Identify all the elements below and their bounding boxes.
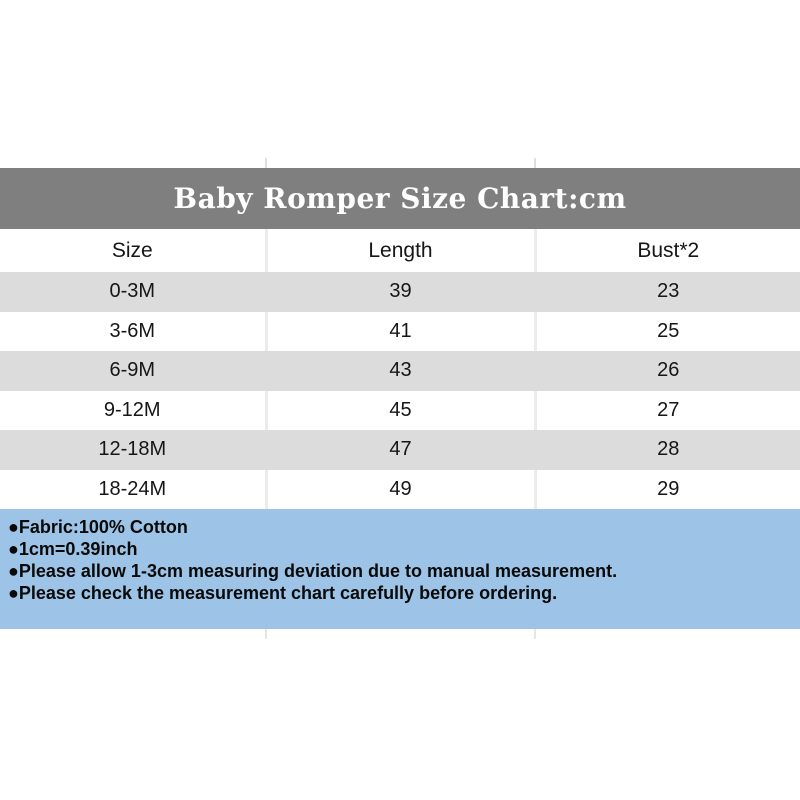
cell-size: 12-18M xyxy=(98,438,167,461)
size-table: Size Length Bust*2 0-3M 39 23 3-6M 41 25… xyxy=(0,229,800,509)
cell-size: 0-3M xyxy=(109,280,156,303)
cell-length: 49 xyxy=(264,469,535,509)
column-border-stub-bottom-left xyxy=(265,629,267,639)
column-header-length: Length xyxy=(264,229,535,272)
note-unit-conversion: ●1cm=0.39inch xyxy=(8,539,138,559)
cell-bust: 27 xyxy=(533,390,800,430)
cell-length: 41 xyxy=(264,311,535,351)
chart-title: Baby Romper Size Chart:cm xyxy=(173,182,627,215)
note-check-chart: ●Please check the measurement chart care… xyxy=(8,583,558,603)
note-fabric: ●Fabric:100% Cotton xyxy=(8,517,188,537)
cell-bust: 28 xyxy=(533,430,800,470)
table-row: 3-6M 41 25 xyxy=(0,311,800,351)
table-row: 9-12M 45 27 xyxy=(0,390,800,430)
column-border-stub-top-right xyxy=(534,158,536,168)
table-header-row: Size Length Bust*2 xyxy=(0,229,800,272)
cell-bust: 29 xyxy=(533,469,800,509)
cell-bust: 25 xyxy=(533,311,800,351)
cell-length: 43 xyxy=(264,351,535,391)
table-row: 18-24M 49 29 xyxy=(0,469,800,509)
column-header-size: Size xyxy=(111,238,153,262)
note-deviation: ●Please allow 1-3cm measuring deviation … xyxy=(8,561,618,581)
cell-size: 3-6M xyxy=(109,319,156,342)
table-row: 6-9M 43 26 xyxy=(0,351,800,391)
cell-length: 45 xyxy=(264,390,535,430)
column-border-stub-bottom-right xyxy=(534,629,536,639)
cell-length: 47 xyxy=(264,430,535,470)
table-row: 0-3M 39 23 xyxy=(0,272,800,312)
table-row: 12-18M 47 28 xyxy=(0,430,800,470)
cell-size: 6-9M xyxy=(109,359,156,382)
column-border-stub-top-left xyxy=(265,158,267,168)
cell-bust: 23 xyxy=(533,272,800,312)
cell-size: 18-24M xyxy=(98,477,167,500)
cell-size: 9-12M xyxy=(103,398,161,421)
chart-title-bar: Baby Romper Size Chart:cm xyxy=(0,168,800,229)
cell-bust: 26 xyxy=(533,351,800,391)
column-header-bust: Bust*2 xyxy=(533,229,800,272)
cell-length: 39 xyxy=(264,272,535,312)
notes-panel: ●Fabric:100% Cotton ●1cm=0.39inch ●Pleas… xyxy=(0,509,800,629)
